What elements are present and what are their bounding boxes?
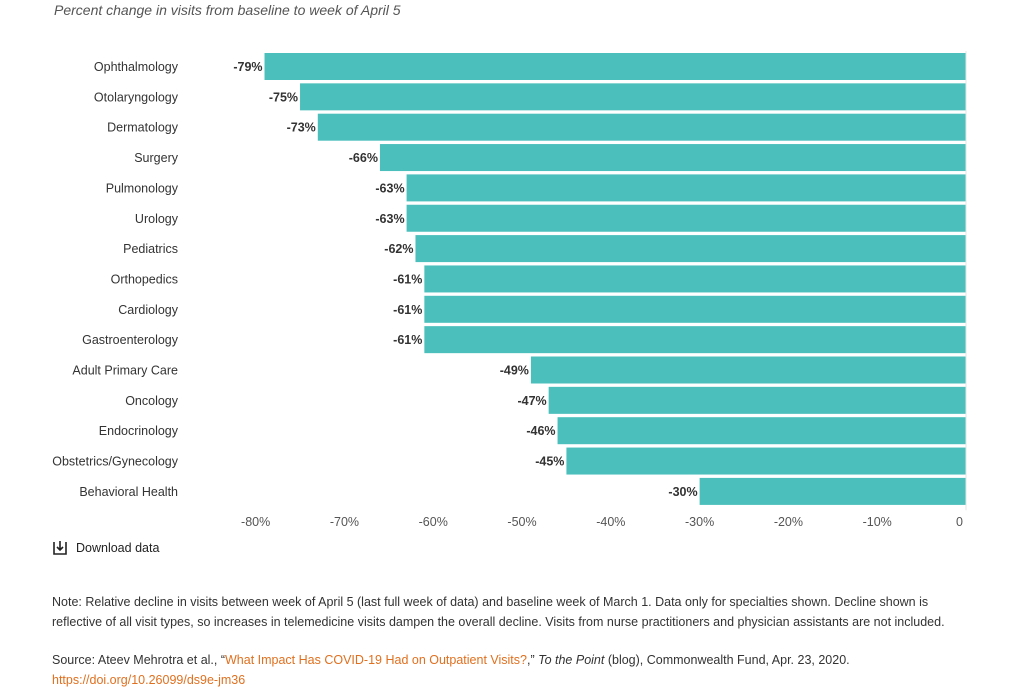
source-prefix: Source: Ateev Mehrotra et al., “ bbox=[52, 653, 225, 667]
x-tick-label: -80% bbox=[241, 515, 270, 529]
bar-value-label: -46% bbox=[526, 424, 555, 438]
bar bbox=[317, 113, 966, 141]
bar-value-label: -61% bbox=[393, 303, 422, 317]
bar-value-label: -62% bbox=[384, 242, 413, 256]
x-tick-label: 0 bbox=[956, 515, 963, 529]
x-tick-label: -20% bbox=[774, 515, 803, 529]
chart-subtitle: Percent change in visits from baseline t… bbox=[54, 2, 401, 18]
category-label: Dermatology bbox=[107, 121, 179, 135]
bar-value-label: -30% bbox=[668, 485, 697, 499]
bar-value-label: -75% bbox=[269, 90, 298, 104]
bar bbox=[699, 477, 966, 505]
category-label: Orthopedics bbox=[111, 272, 178, 286]
value-labels-group: -79% -75% -73% -66% -63% -63% -62% -61% -61% -61%… bbox=[233, 60, 697, 499]
category-label: Cardiology bbox=[118, 303, 179, 317]
bar bbox=[548, 386, 966, 414]
bar bbox=[415, 235, 967, 263]
bar bbox=[406, 204, 967, 232]
source-after-link: ,” bbox=[526, 653, 539, 667]
category-label: Endocrinology bbox=[99, 424, 179, 438]
bar-value-label: -66% bbox=[349, 151, 378, 165]
category-label: Urology bbox=[135, 212, 179, 226]
download-data-button[interactable]: Download data bbox=[52, 540, 159, 556]
x-tick-label: -70% bbox=[330, 515, 359, 529]
category-label: Pediatrics bbox=[123, 242, 178, 256]
bar-value-label: -79% bbox=[233, 60, 262, 74]
source-publication: To the Point bbox=[538, 653, 605, 667]
bars-group bbox=[264, 53, 967, 505]
bar bbox=[557, 417, 966, 445]
bar-value-label: -61% bbox=[393, 333, 422, 347]
download-data-label: Download data bbox=[76, 541, 160, 555]
bar-value-label: -63% bbox=[375, 212, 404, 226]
bar bbox=[566, 447, 966, 475]
category-label: Obstetrics/Gynecology bbox=[52, 455, 178, 469]
bar bbox=[424, 265, 967, 293]
download-icon bbox=[53, 541, 67, 555]
bar bbox=[300, 83, 966, 111]
bar-value-label: -61% bbox=[393, 272, 422, 286]
x-tick-label: -30% bbox=[685, 515, 714, 529]
category-label: Oncology bbox=[125, 394, 179, 408]
bar-value-label: -45% bbox=[535, 455, 564, 469]
bar-value-label: -63% bbox=[375, 181, 404, 195]
category-label: Behavioral Health bbox=[79, 485, 178, 499]
x-tick-label: -10% bbox=[863, 515, 892, 529]
bar bbox=[424, 326, 967, 354]
category-label: Surgery bbox=[134, 151, 179, 165]
chart-note: Note: Relative decline in visits between… bbox=[52, 595, 945, 629]
bar-value-label: -73% bbox=[287, 121, 316, 135]
source-article-link[interactable]: What Impact Has COVID-19 Had on Outpatie… bbox=[225, 653, 527, 667]
x-axis: -80% -70% -60% -50% -40% -30% -20% -10% 0 bbox=[241, 51, 967, 529]
bar bbox=[379, 144, 967, 172]
bar bbox=[424, 295, 967, 323]
category-label: Gastroenterology bbox=[82, 333, 179, 347]
x-tick-label: -50% bbox=[507, 515, 536, 529]
category-labels-group: Ophthalmology Otolaryngology Dermatology Su… bbox=[52, 60, 179, 499]
chart-source: Source: Ateev Mehrotra et al., “What Imp… bbox=[52, 650, 972, 690]
category-label: Otolaryngology bbox=[94, 90, 179, 104]
category-label: Ophthalmology bbox=[94, 60, 179, 74]
category-label: Adult Primary Care bbox=[72, 364, 178, 378]
bar-chart: -79% -75% -73% -66% -63% -63% -62% -61% -61% -61%… bbox=[52, 51, 967, 529]
bar-value-label: -49% bbox=[500, 364, 529, 378]
category-label: Pulmonology bbox=[106, 181, 179, 195]
source-suffix: (blog), Commonwealth Fund, Apr. 23, 2020… bbox=[604, 653, 850, 667]
bar bbox=[406, 174, 967, 202]
x-tick-label: -40% bbox=[596, 515, 625, 529]
bar bbox=[530, 356, 966, 384]
bar bbox=[264, 53, 966, 80]
x-tick-label: -60% bbox=[419, 515, 448, 529]
source-doi-link[interactable]: https://doi.org/10.26099/ds9e-jm36 bbox=[52, 673, 246, 687]
bar-value-label: -47% bbox=[517, 394, 546, 408]
